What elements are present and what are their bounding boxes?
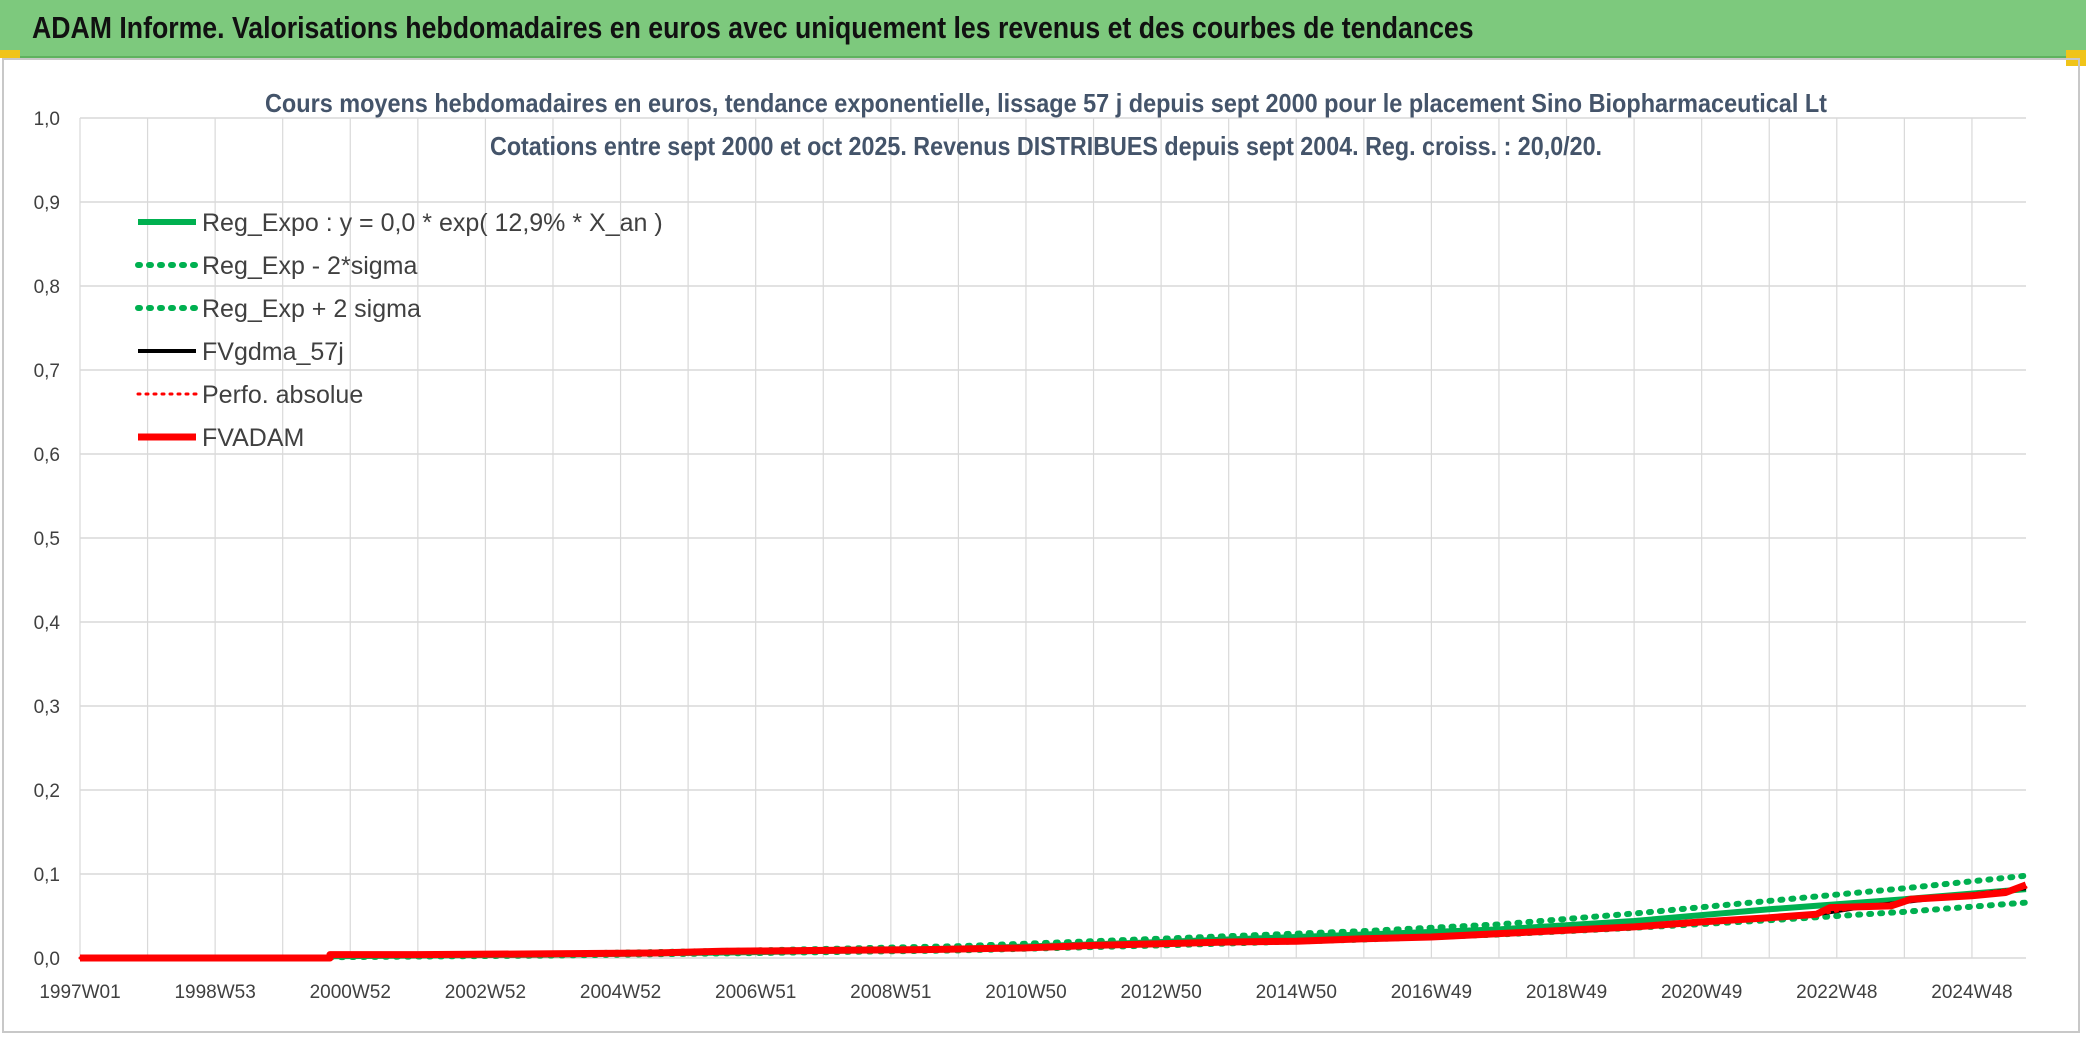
x-tick-label: 2010W50 bbox=[985, 982, 1066, 1003]
y-tick-label: 0,7 bbox=[34, 361, 60, 382]
x-tick-label: 1997W01 bbox=[39, 982, 120, 1003]
corner-marker-left bbox=[0, 50, 20, 58]
y-tick-label: 0,8 bbox=[34, 277, 60, 298]
page-title: ADAM Informe. Valorisations hebdomadaire… bbox=[32, 10, 1474, 45]
y-tick-label: 0,9 bbox=[34, 193, 60, 214]
y-tick-label: 0,0 bbox=[34, 949, 60, 970]
x-tick-label: 2020W49 bbox=[1661, 982, 1742, 1003]
x-tick-label: 2008W51 bbox=[850, 982, 931, 1003]
chart-frame bbox=[2, 58, 2080, 1033]
series-line bbox=[80, 881, 2028, 962]
legend-label: FVADAM bbox=[202, 424, 304, 452]
x-tick-label: 2016W49 bbox=[1391, 982, 1472, 1003]
y-tick-label: 0,2 bbox=[34, 781, 60, 802]
legend: Reg_Expo : y = 0,0 * exp( 12,9% * X_an )… bbox=[135, 209, 663, 452]
y-tick-label: 0,4 bbox=[34, 613, 61, 634]
header-banner: ADAM Informe. Valorisations hebdomadaire… bbox=[0, 0, 2086, 58]
x-tick-label: 1998W53 bbox=[174, 982, 255, 1003]
x-tick-label: 2014W50 bbox=[1256, 982, 1337, 1003]
x-tick-label: 2004W52 bbox=[580, 982, 661, 1003]
x-tick-label: 2022W48 bbox=[1796, 982, 1877, 1003]
x-axis: 1997W01 1998W53 2000W52 2002W52 2004W52 2006W… bbox=[39, 982, 2012, 1003]
x-tick-label: 2024W48 bbox=[1931, 982, 2012, 1003]
y-tick-label: 0,6 bbox=[34, 445, 60, 466]
x-tick-label: 2018W49 bbox=[1526, 982, 1607, 1003]
legend-label: FVgdma_57j bbox=[202, 338, 344, 366]
chart-title-line1: Cours moyens hebdomadaires en euros, ten… bbox=[265, 88, 1827, 118]
grid bbox=[79, 117, 2026, 959]
chart-title-line2: Cotations entre sept 2000 et oct 2025. R… bbox=[490, 131, 1602, 161]
y-tick-label: 0,1 bbox=[34, 865, 60, 886]
y-axis: 0,0 0,1 0,2 0,3 0,4 0,5 0,6 0,7 0,8 0,9 1,0 bbox=[34, 109, 61, 970]
x-tick-label: 2012W50 bbox=[1120, 982, 1201, 1003]
series-line bbox=[327, 872, 2029, 959]
x-tick-label: 2006W51 bbox=[715, 982, 796, 1003]
y-tick-label: 1,0 bbox=[34, 109, 60, 130]
plot-series bbox=[78, 872, 2029, 962]
legend-label: Reg_Exp + 2 sigma bbox=[202, 295, 421, 323]
legend-label: Reg_Expo : y = 0,0 * exp( 12,9% * X_an ) bbox=[202, 209, 663, 237]
legend-label: Reg_Exp - 2*sigma bbox=[202, 252, 417, 280]
y-tick-label: 0,3 bbox=[34, 697, 60, 718]
legend-label: Perfo. absolue bbox=[202, 381, 363, 409]
y-tick-label: 0,5 bbox=[34, 529, 60, 550]
x-tick-label: 2002W52 bbox=[445, 982, 526, 1003]
x-tick-label: 2000W52 bbox=[310, 982, 391, 1003]
